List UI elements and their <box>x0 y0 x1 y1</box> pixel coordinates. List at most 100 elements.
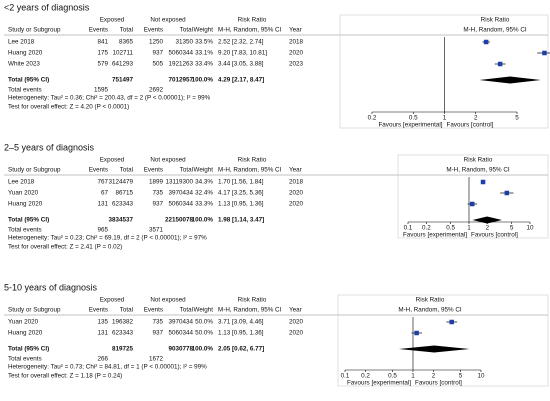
column-header: M-H, Random, 95% CI <box>463 27 527 34</box>
x-tick-label: 0.2 <box>368 115 377 122</box>
cell: 2.52 [2.32, 2.74] <box>218 39 264 46</box>
column-header: M-H, Random, 95% CI <box>218 307 282 314</box>
cell: 1595 <box>94 87 109 94</box>
column-header: M-H, Random, 95% CI <box>446 167 510 174</box>
x-tick-label: 5 <box>459 373 463 380</box>
group-label: Exposed <box>100 157 125 164</box>
cell: 3970434 <box>168 190 193 197</box>
cell: Total events <box>8 87 42 94</box>
cell: 1.70 [1.56, 1.84] <box>218 179 264 186</box>
x-tick-label: 0.1 <box>341 373 350 380</box>
x-tick-label: 10 <box>477 373 485 380</box>
cell: 5060344 <box>168 201 193 208</box>
total-cell: 7012957 <box>168 77 193 84</box>
x-tick-label: 5 <box>515 115 519 122</box>
cell: 102711 <box>112 50 133 57</box>
column-header: Total <box>180 167 193 174</box>
cell: Lee 2018 <box>8 179 35 186</box>
panel-title: 2–5 years of diagnosis <box>4 142 95 152</box>
x-label-right: Favours [control] <box>471 232 518 239</box>
cell: 1672 <box>149 356 164 363</box>
panel-title: <2 years of diagnosis <box>4 2 90 12</box>
total-cell: 22150078 <box>165 217 194 224</box>
x-tick-label: 2 <box>474 115 478 122</box>
cell: 623343 <box>112 201 134 208</box>
cell: Total events <box>8 227 42 234</box>
x-tick-label: 0.2 <box>422 225 431 232</box>
cell: 67 <box>101 190 109 197</box>
cell: 579 <box>97 61 108 68</box>
cell: Yuan 2020 <box>8 190 39 197</box>
cell: 3124479 <box>108 179 133 186</box>
cell: 5060344 <box>168 50 193 57</box>
group-label: Exposed <box>100 17 125 24</box>
study-square <box>504 190 510 196</box>
study-square <box>542 50 547 56</box>
cell: 735 <box>152 319 163 326</box>
total-cell: 1.98 [1.14, 3.47] <box>218 217 264 224</box>
cell: 623343 <box>112 330 134 337</box>
cell: 33.5% <box>195 39 213 46</box>
total-cell: 100.0% <box>192 217 214 224</box>
total-diamond <box>398 345 470 353</box>
cell: 1921263 <box>168 61 193 68</box>
column-header: Year <box>289 167 302 174</box>
study-square <box>480 179 486 185</box>
cell: Total events <box>8 356 42 363</box>
x-tick-label: 0.5 <box>388 373 397 380</box>
cell: 2020 <box>289 330 304 337</box>
cell: 3.44 [3.05, 3.88] <box>218 61 264 68</box>
footnote: Heterogeneity: Tau² = 0.23; Chi² = 69.19… <box>8 235 207 242</box>
column-header: Events <box>89 167 108 174</box>
x-tick-label: 5 <box>510 225 514 232</box>
cell: 31350 <box>175 39 193 46</box>
group-label: Risk Ratio <box>238 17 267 24</box>
cell: 8365 <box>119 39 134 46</box>
x-label-left: Favours [experimental] <box>378 122 442 129</box>
x-tick-label: 1 <box>467 225 471 232</box>
cell: 196382 <box>112 319 134 326</box>
cell: 135 <box>97 319 108 326</box>
total-cell: 100.0% <box>192 77 214 84</box>
study-square <box>449 319 454 325</box>
cell: 767 <box>97 179 108 186</box>
column-header: Total <box>180 27 193 34</box>
cell: Huang 2020 <box>8 50 43 57</box>
x-tick-label: 0.5 <box>446 225 455 232</box>
footnote: Test for overall effect: Z = 4.20 (P < 0… <box>8 104 129 111</box>
total-cell: Total (95% CI) <box>8 77 49 84</box>
x-tick-label: 1 <box>411 373 415 380</box>
cell: 34.3% <box>195 179 213 186</box>
column-header: Total <box>120 167 133 174</box>
column-header: Weight <box>194 167 214 174</box>
cell: 32.4% <box>195 190 213 197</box>
group-label: Not exposed <box>150 17 186 24</box>
cell: 4.17 [3.25, 5.36] <box>218 190 264 197</box>
column-header: Total <box>180 307 193 314</box>
group-label: Risk Ratio <box>238 297 267 304</box>
total-diamond <box>479 76 541 84</box>
x-tick-label: 10 <box>526 225 534 232</box>
study-square <box>469 201 475 207</box>
cell: 33.4% <box>195 61 213 68</box>
cell: 3970434 <box>168 319 193 326</box>
study-square <box>414 330 419 336</box>
x-label-right: Favours [control] <box>415 380 462 387</box>
x-label-left: Favours [experimental] <box>347 380 411 387</box>
column-header: Events <box>89 307 108 314</box>
group-label: Risk Ratio <box>238 157 267 164</box>
column-header: Events <box>144 167 163 174</box>
cell: 50.0% <box>195 319 213 326</box>
cell: 2692 <box>149 87 164 94</box>
total-cell: 9030778 <box>168 346 193 353</box>
cell: 9.20 [7.83, 10.81] <box>218 50 267 57</box>
total-cell: 3834537 <box>108 217 133 224</box>
cell: Lee 2018 <box>8 39 35 46</box>
column-header: Year <box>289 27 302 34</box>
cell: 841 <box>97 39 108 46</box>
column-header: Events <box>144 27 163 34</box>
group-label: Risk Ratio <box>416 297 445 304</box>
cell: 965 <box>97 227 108 234</box>
plot-frame <box>339 14 549 129</box>
